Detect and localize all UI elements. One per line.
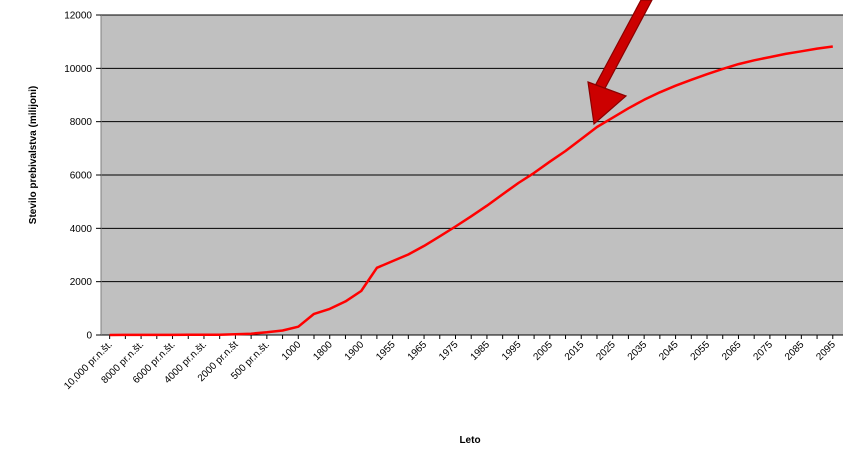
y-tick-label: 2000	[70, 277, 93, 288]
series-line	[109, 45, 833, 337]
y-tick-label: 10000	[64, 64, 92, 75]
x-tick-label: 1995	[500, 339, 524, 363]
x-tick-label: 2035	[626, 339, 650, 363]
y-tick-label: 4000	[70, 224, 93, 235]
x-tick-label: 1955	[374, 339, 398, 363]
x-axis-ticks: 10,000 pr.n.št.8000 pr.n.št.6000 pr.n.št…	[62, 335, 838, 392]
y-tick-label: 0	[86, 331, 92, 342]
x-tick-label: 2005	[531, 339, 555, 363]
x-tick-label: 2025	[594, 339, 618, 363]
y-axis-title: Stevilo prebivalstva (milijoni)	[28, 86, 39, 224]
y-axis-ticks: 0 2000 4000 6000 8000 10000 12000	[64, 11, 101, 342]
x-tick-label: 2065	[720, 339, 744, 363]
x-tick-label: 2015	[563, 339, 587, 363]
x-tick-label: 1800	[311, 339, 335, 363]
series-layer	[109, 45, 833, 337]
x-tick-label: 2095	[814, 339, 838, 363]
x-tick-label: 2045	[657, 339, 681, 363]
arrow-head	[587, 81, 628, 126]
x-tick-label: 2055	[689, 339, 713, 363]
x-tick-label: 2075	[752, 339, 776, 363]
x-tick-label: 1900	[343, 339, 367, 363]
annotation-arrow	[587, 0, 653, 126]
x-axis-title: Leto	[459, 435, 480, 446]
x-tick-label: 1000	[280, 339, 304, 363]
x-tick-label: 1965	[406, 339, 430, 363]
x-tick-label: 1975	[437, 339, 461, 363]
y-tick-label: 12000	[64, 11, 92, 22]
x-tick-label: 1985	[469, 339, 493, 363]
y-tick-label: 6000	[70, 171, 93, 182]
y-tick-label: 8000	[70, 117, 93, 128]
x-tick-label: 2085	[783, 339, 807, 363]
